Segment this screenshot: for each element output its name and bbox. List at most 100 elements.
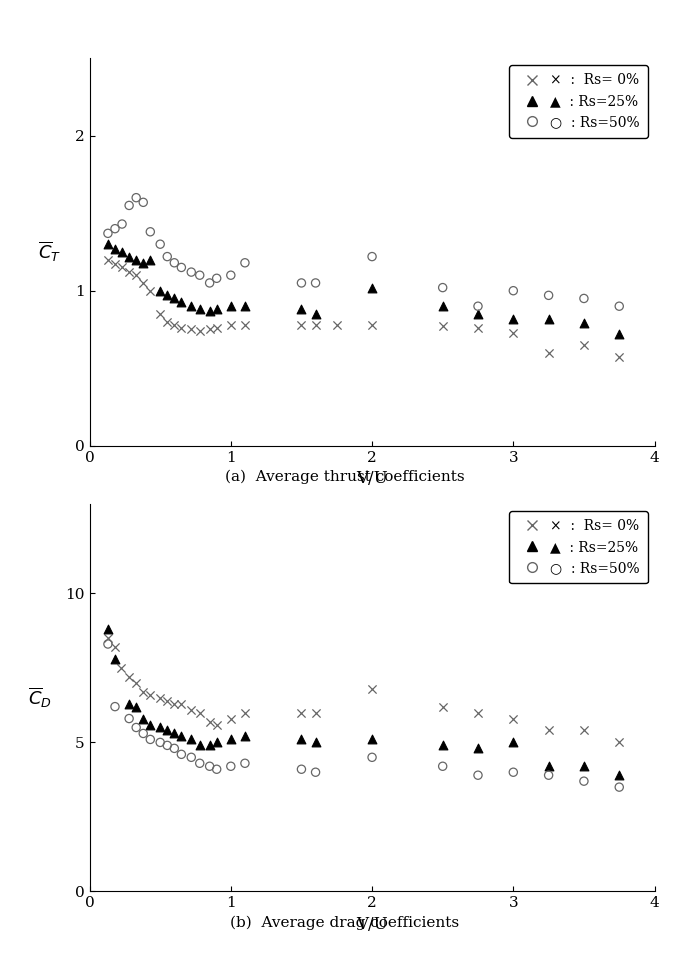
Point [194,704,205,720]
Point [508,765,519,780]
Point [169,726,180,741]
Point [154,306,165,322]
Point [194,737,205,753]
Point [154,720,165,735]
Point [211,735,222,750]
Point [154,690,165,705]
Point [186,265,197,280]
Point [240,317,251,332]
Point [204,737,215,753]
Point [194,267,205,283]
Text: (b)  Average drag coefficients: (b) Average drag coefficients [230,916,459,930]
Point [437,319,448,334]
Point [176,746,187,762]
Point [176,696,187,711]
Point [131,720,142,735]
Legend: ×  :  Rs= 0%, ▲  : Rs=25%, ○  : Rs=50%: × : Rs= 0%, ▲ : Rs=25%, ○ : Rs=50% [509,511,648,583]
Point [145,283,156,298]
Point [162,314,173,329]
Point [614,735,625,750]
Point [138,711,149,727]
Point [331,317,342,332]
Point [296,275,307,291]
Point [169,291,180,306]
Point [240,255,251,270]
Point [123,711,134,727]
Point [176,320,187,335]
Point [186,702,197,717]
Point [310,735,321,750]
Point [310,306,321,322]
Point [110,699,121,714]
Point [204,759,215,774]
Point [138,255,149,270]
Point [110,640,121,655]
Point [240,298,251,314]
Point [473,704,484,720]
Point [194,301,205,317]
Point [162,249,173,265]
Point [543,288,554,303]
Point [116,260,127,275]
Point [103,236,114,252]
Point [296,704,307,720]
Point [176,260,187,275]
Point [186,322,197,337]
Point [123,265,134,280]
Point [154,236,165,252]
Point [310,765,321,780]
Point [103,621,114,637]
Point [211,717,222,733]
Point [110,257,121,272]
Point [578,316,589,331]
Point [473,306,484,322]
Point [186,750,197,766]
Point [204,303,215,319]
Point [123,249,134,265]
Point [204,714,215,730]
Point [110,241,121,257]
Point [145,717,156,733]
Point [367,681,378,697]
Point [367,280,378,296]
Point [225,711,236,727]
Point [614,350,625,365]
Point [473,767,484,783]
Point [367,732,378,747]
Point [123,198,134,213]
Point [103,226,114,241]
Point [162,737,173,753]
Point [578,337,589,353]
Point [115,660,126,675]
Point [614,327,625,342]
Y-axis label: $\overline{C}_T$: $\overline{C}_T$ [39,239,61,265]
Point [240,756,251,771]
Point [145,252,156,267]
Point [116,244,127,260]
Point [578,291,589,306]
Text: (a)  Average thrust coefficients: (a) Average thrust coefficients [225,470,464,484]
Point [186,732,197,747]
Point [543,759,554,774]
Point [162,693,173,708]
Point [367,750,378,766]
Point [240,729,251,744]
Point [473,298,484,314]
Point [296,317,307,332]
Point [614,767,625,783]
Point [367,249,378,265]
Point [508,325,519,340]
Point [110,651,121,667]
Point [211,762,222,777]
Point [543,767,554,783]
Point [508,735,519,750]
Point [211,320,222,335]
Point [508,311,519,327]
Point [296,732,307,747]
Point [131,267,142,283]
Point [204,322,215,337]
Point [437,737,448,753]
Point [473,320,484,335]
Point [194,324,205,339]
Point [194,756,205,771]
